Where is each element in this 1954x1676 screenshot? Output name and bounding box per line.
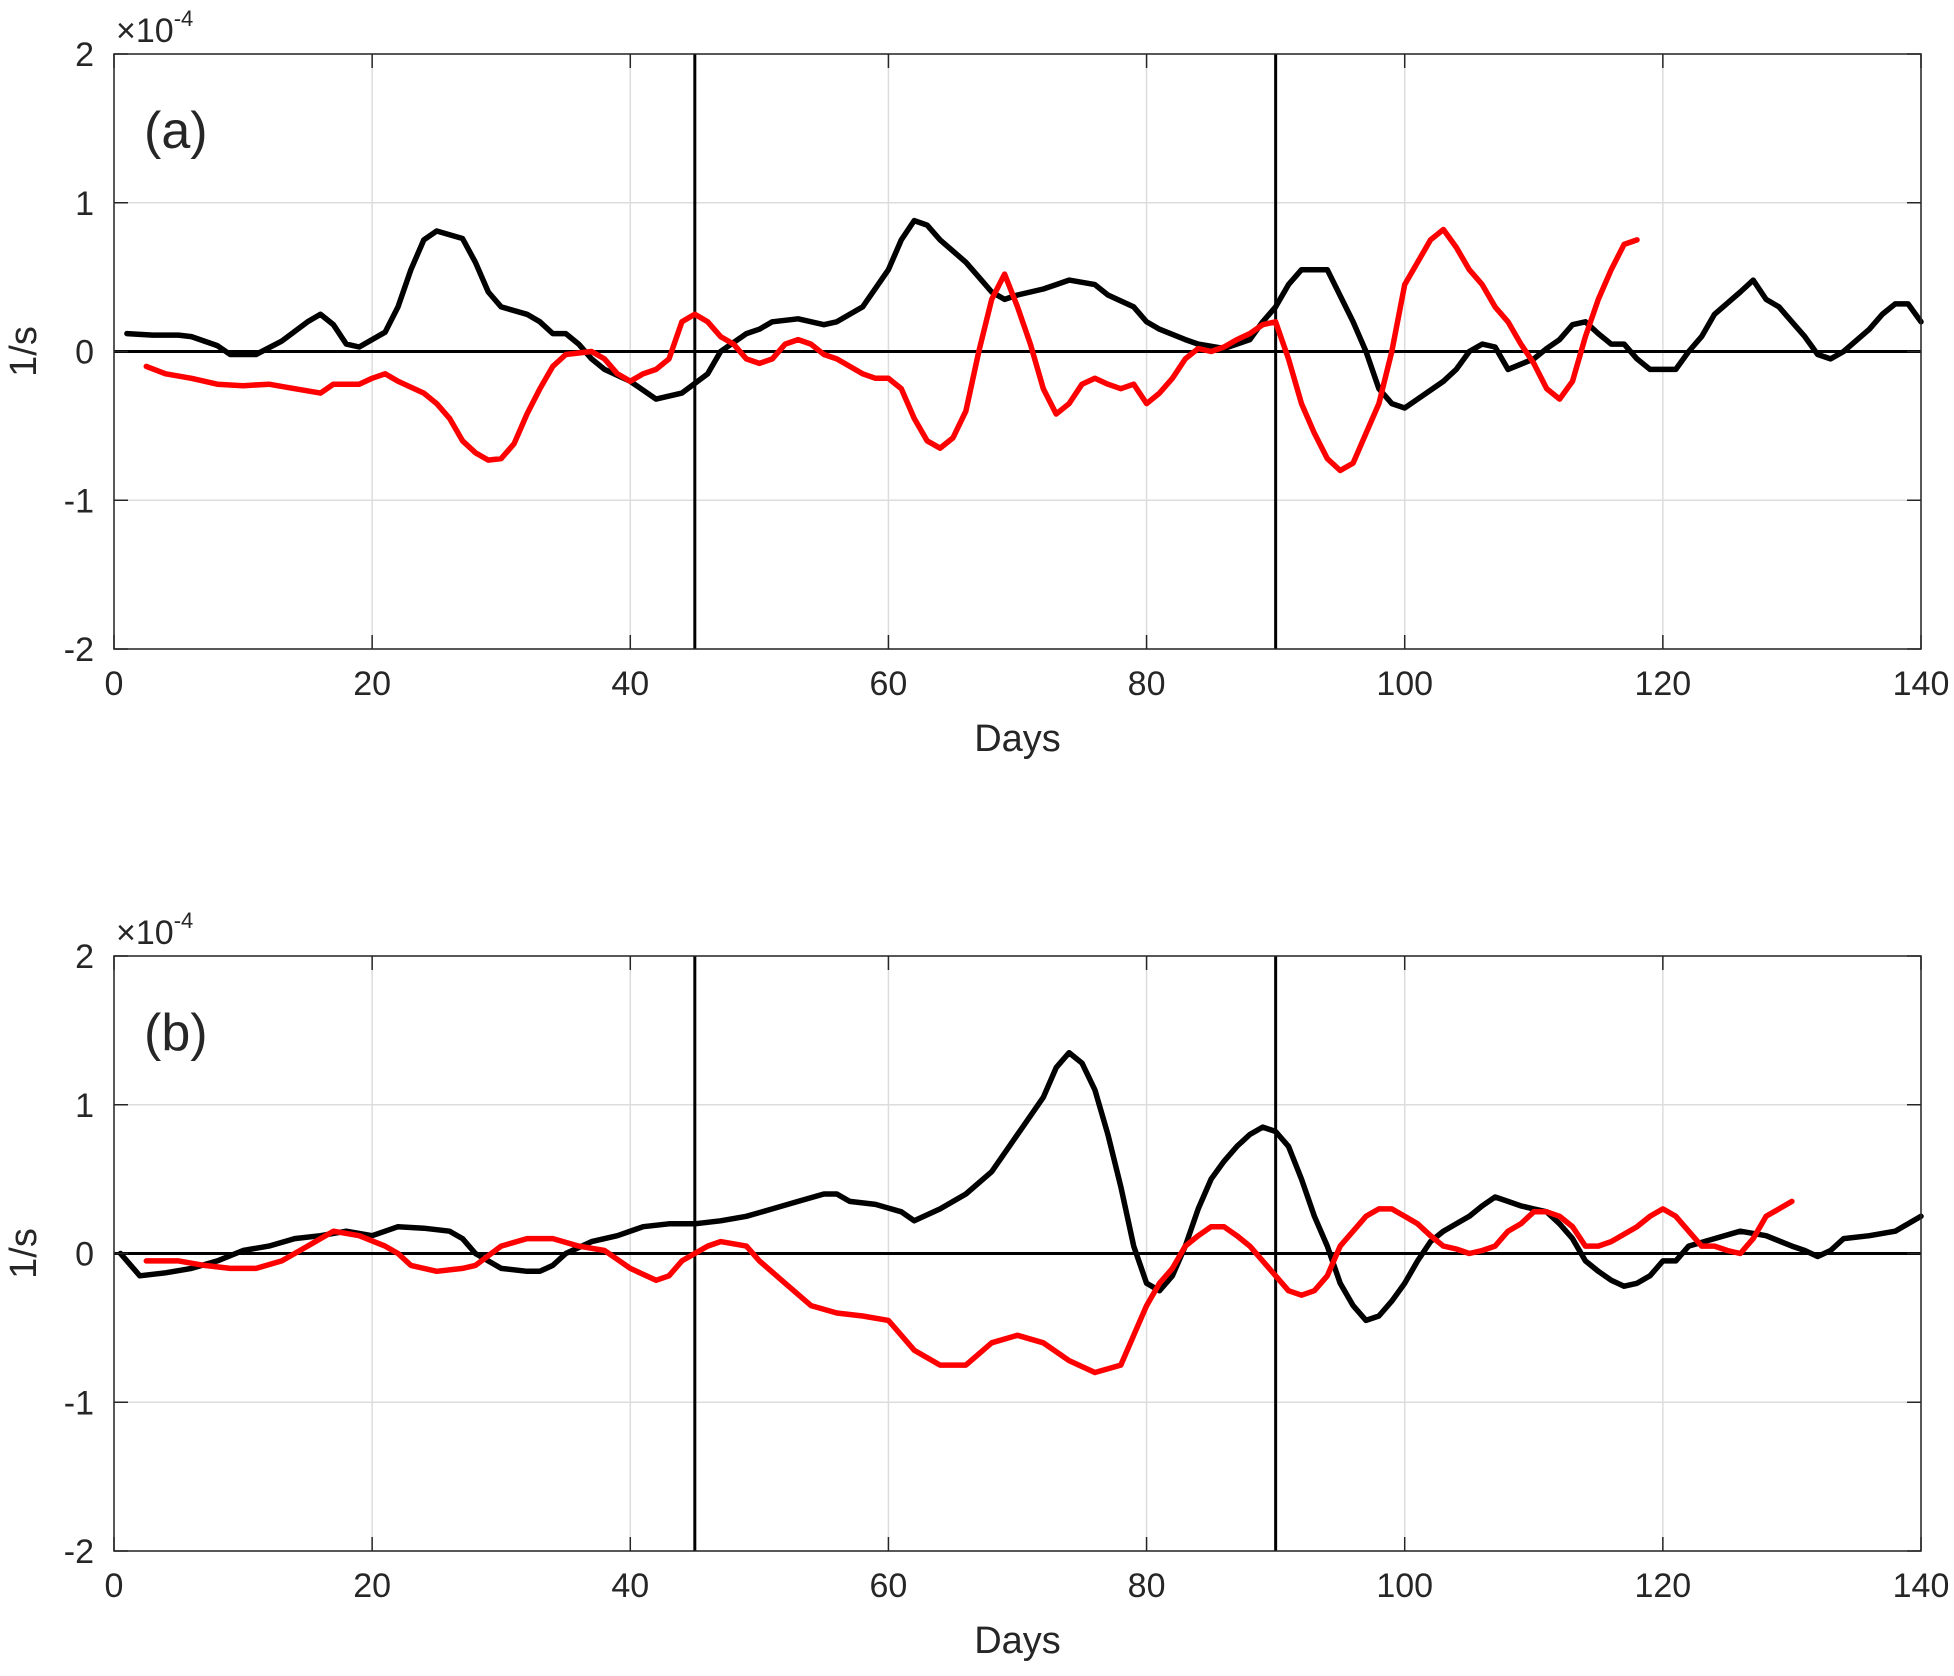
panel-b: 0 20 40 60 80 100 120 140 -2 -1 0 1 2 ×10-4 (b) Days 1/s (3, 908, 1949, 1662)
x-tick-label: 0 (105, 665, 124, 703)
x-tick-label: 100 (1376, 665, 1433, 703)
x-axis-title: Days (974, 1620, 1061, 1662)
x-tick-label: 60 (870, 665, 908, 703)
x-tick-label: 120 (1634, 665, 1691, 703)
y-axis-title: 1/s (3, 1228, 45, 1279)
panel-label: (b) (144, 1004, 208, 1062)
y-tick-label: -2 (64, 1533, 94, 1571)
x-tick-label: 80 (1128, 1567, 1166, 1605)
y-tick-label: 2 (75, 36, 94, 74)
y-exponent-label: ×10-4 (116, 6, 193, 50)
y-exponent-value: -4 (174, 6, 194, 31)
y-tick-label: -2 (64, 631, 94, 669)
y-exponent-value: -4 (174, 908, 194, 933)
x-tick-label: 100 (1376, 1567, 1433, 1605)
y-tick-label: -1 (64, 1384, 94, 1422)
y-axis-title: 1/s (3, 326, 45, 377)
black-series-line (124, 217, 1924, 411)
panel-label: (a) (144, 102, 208, 160)
y-exponent-label: ×10-4 (116, 908, 193, 952)
x-tick-label: 20 (353, 1567, 391, 1605)
x-tick-label: 20 (353, 665, 391, 703)
y-tick-label: 1 (75, 1087, 94, 1125)
x-tick-label: 60 (870, 1567, 908, 1605)
y-tick-label: 0 (75, 334, 94, 372)
x-tick-label: 140 (1893, 1567, 1950, 1605)
x-tick-label: 0 (105, 1567, 124, 1605)
panel-a: 0 20 40 60 80 100 120 140 -2 -1 0 1 2 ×10-4 (a) Days 1/s (3, 6, 1949, 760)
red-series-line (143, 226, 1640, 474)
x-tick-label: 80 (1128, 665, 1166, 703)
x-tick-label: 40 (611, 665, 649, 703)
x-tick-label: 120 (1634, 1567, 1691, 1605)
y-tick-label: 2 (75, 938, 94, 976)
red-series-line (143, 1198, 1795, 1376)
y-tick-label: -1 (64, 482, 94, 520)
y-tick-label: 0 (75, 1236, 94, 1274)
x-tick-label: 140 (1893, 665, 1950, 703)
y-tick-label: 1 (75, 185, 94, 223)
x-tick-label: 40 (611, 1567, 649, 1605)
x-axis-title: Days (974, 718, 1061, 760)
